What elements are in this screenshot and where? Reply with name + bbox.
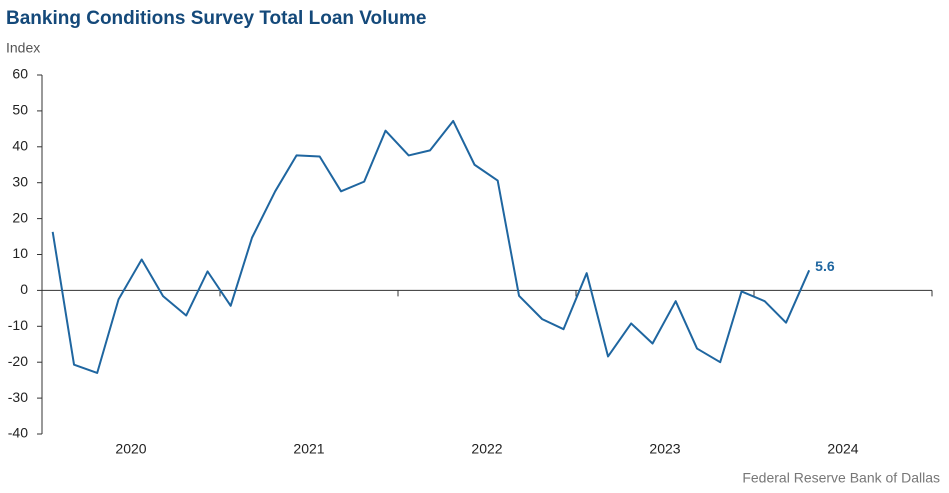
x-tick-label: 2022: [471, 441, 502, 457]
y-axis-label: Index: [6, 40, 40, 56]
y-tick-label: 20: [12, 209, 28, 225]
x-tick-label: 2020: [115, 441, 146, 457]
x-tick-label: 2023: [649, 441, 680, 457]
y-tick-label: 40: [12, 138, 28, 154]
y-tick-label: -20: [8, 353, 28, 369]
last-value-label: 5.6: [815, 258, 835, 274]
x-tick-label: 2024: [827, 441, 858, 457]
y-tick-label: -30: [8, 389, 28, 405]
y-tick-label: 10: [12, 245, 28, 261]
y-tick-label: 30: [12, 173, 28, 189]
source: Federal Reserve Bank of Dallas: [742, 470, 940, 486]
y-tick-label: -40: [8, 425, 28, 441]
y-tick-label: -10: [8, 317, 28, 333]
x-tick-label: 2021: [293, 441, 324, 457]
y-tick-label: 60: [12, 66, 28, 82]
y-tick-label: 50: [12, 102, 28, 118]
line-series: [51, 119, 811, 374]
y-tick-label: 0: [20, 281, 28, 297]
chart-title: Banking Conditions Survey Total Loan Vol…: [6, 8, 427, 29]
